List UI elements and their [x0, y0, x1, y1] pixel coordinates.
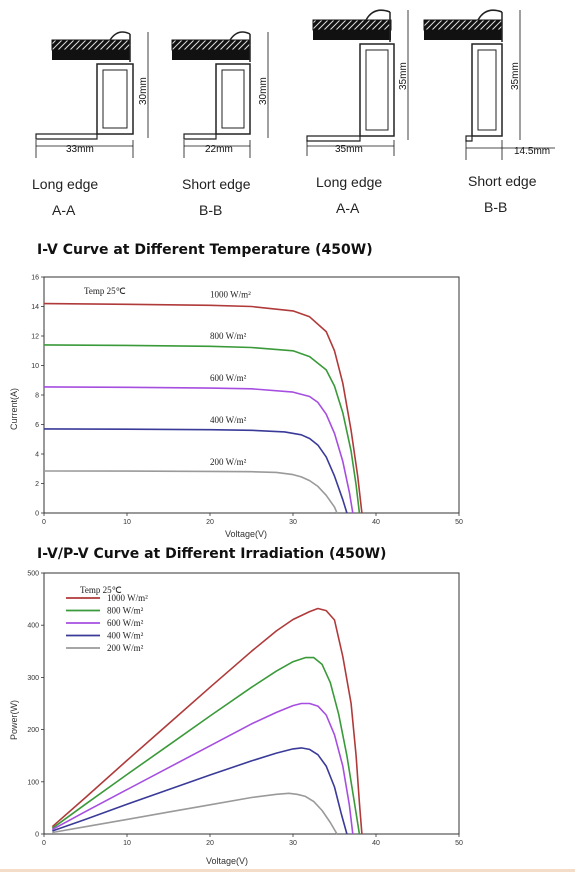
- chart1-ylabel: Current(A): [9, 388, 19, 430]
- frame-profile-long-edge-35: 35mm 35mm Long edge A-A: [306, 9, 409, 216]
- series-line-5: [52, 792, 338, 835]
- y-tick-label: 500: [27, 571, 39, 578]
- series-label-5: 200 W/m²: [210, 457, 247, 467]
- x-tick-label: 20: [206, 519, 214, 526]
- y-tick-label: 8: [35, 393, 39, 400]
- profile-sub-3: A-A: [336, 200, 360, 216]
- x-tick-label: 30: [289, 519, 297, 526]
- y-tick-label: 16: [31, 275, 39, 282]
- x-tick-label: 40: [372, 840, 380, 847]
- legend-label-2: 800 W/m²: [107, 606, 144, 616]
- x-tick-label: 30: [289, 840, 297, 847]
- series-line-1: [43, 302, 363, 514]
- profile-label-2: Short edge: [182, 176, 251, 192]
- series-label-1: 1000 W/m²: [210, 290, 251, 300]
- series-line-4: [52, 747, 348, 835]
- y-tick-label: 12: [31, 334, 39, 341]
- chart1-xlabel: Voltage(V): [225, 529, 267, 539]
- chart1-title: I-V Curve at Different Temperature (450W…: [37, 242, 373, 258]
- y-tick-label: 0: [35, 511, 39, 518]
- x-tick-label: 40: [372, 519, 380, 526]
- x-tick-label: 20: [206, 840, 214, 847]
- y-tick-label: 6: [35, 422, 39, 429]
- dim-width-1: 33mm: [66, 144, 94, 155]
- bottom-divider: [0, 869, 575, 872]
- profile-label-4: Short edge: [468, 173, 537, 189]
- y-tick-label: 0: [35, 832, 39, 839]
- series-label-2: 800 W/m²: [210, 331, 247, 341]
- y-tick-label: 300: [27, 675, 39, 682]
- series-line-3: [51, 702, 354, 835]
- y-tick-label: 4: [35, 452, 39, 459]
- dim-height-4: 35mm: [510, 62, 521, 90]
- profile-label-3: Long edge: [316, 174, 382, 190]
- plot-frame: [43, 276, 460, 514]
- series-line-4: [43, 428, 348, 514]
- chart1-temp-annotation: Temp 25℃: [84, 286, 126, 296]
- x-tick-label: 50: [455, 840, 463, 847]
- profile-sub-1: A-A: [52, 202, 76, 218]
- series-label-4: 400 W/m²: [210, 415, 247, 425]
- chart2-legend-header: Temp 25℃: [80, 585, 122, 595]
- dim-height-1: 30mm: [138, 77, 149, 105]
- x-tick-label: 50: [455, 519, 463, 526]
- x-tick-label: 10: [123, 519, 131, 526]
- chart2-title: I-V/P-V Curve at Different Irradiation (…: [37, 546, 386, 562]
- series-label-3: 600 W/m²: [210, 373, 247, 383]
- profile-sub-2: B-B: [199, 202, 222, 218]
- frame-profile-short-edge-30: 22mm 30mm Short edge B-B: [171, 31, 269, 218]
- plot-frame: [43, 572, 460, 835]
- frame-profile-short-edge-35: 14.5mm 35mm Short edge B-B: [423, 9, 555, 215]
- legend-label-4: 400 W/m²: [107, 631, 144, 641]
- series-line-1: [51, 607, 363, 835]
- x-tick-label: 10: [123, 840, 131, 847]
- y-tick-label: 2: [35, 481, 39, 488]
- y-tick-label: 10: [31, 363, 39, 370]
- y-tick-label: 200: [27, 727, 39, 734]
- y-tick-label: 400: [27, 623, 39, 630]
- x-tick-label: 0: [42, 840, 46, 847]
- dim-height-2: 30mm: [258, 77, 269, 105]
- chart2-ylabel: Power(W): [9, 700, 19, 740]
- legend-label-1: 1000 W/m²: [107, 593, 148, 603]
- frame-profile-long-edge-30: 33mm 30mm Long edge A-A: [32, 31, 149, 218]
- series-line-2: [51, 656, 361, 835]
- dim-width-4: 14.5mm: [514, 146, 550, 157]
- profile-label-1: Long edge: [32, 176, 98, 192]
- chart2-xlabel: Voltage(V): [206, 856, 248, 866]
- legend-label-5: 200 W/m²: [107, 643, 144, 653]
- y-tick-label: 14: [31, 304, 39, 311]
- legend-label-3: 600 W/m²: [107, 618, 144, 628]
- dim-width-2: 22mm: [205, 144, 233, 155]
- series-line-2: [43, 344, 361, 514]
- dim-height-3: 35mm: [398, 62, 409, 90]
- x-tick-label: 0: [42, 519, 46, 526]
- y-tick-label: 100: [27, 779, 39, 786]
- iv-temperature-chart: 0 10 20 30 40 50 0 2 4 6 8 10 12 14 16 1000 W/m² 800 W/m…: [31, 275, 463, 527]
- series-line-3: [43, 386, 354, 514]
- profile-sub-4: B-B: [484, 199, 507, 215]
- series-line-5: [43, 470, 338, 514]
- dim-width-3: 35mm: [335, 144, 363, 155]
